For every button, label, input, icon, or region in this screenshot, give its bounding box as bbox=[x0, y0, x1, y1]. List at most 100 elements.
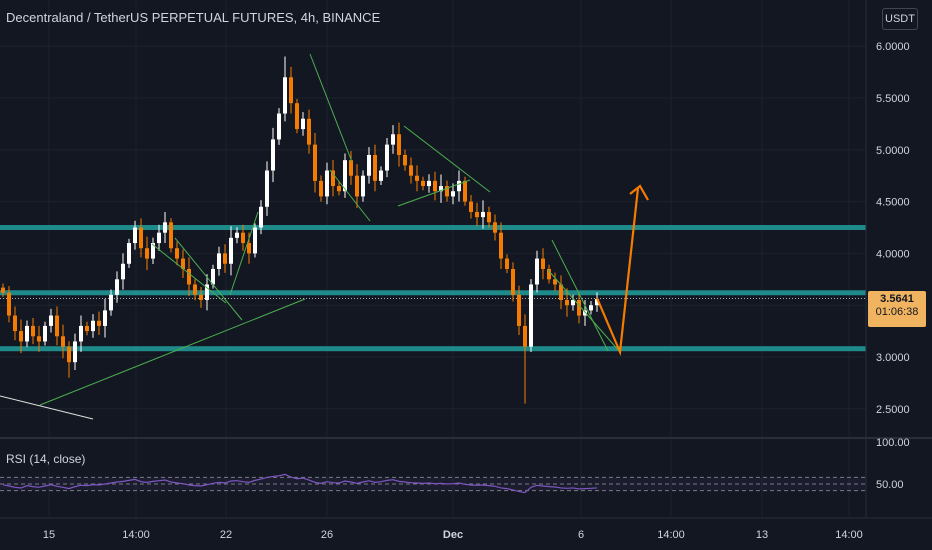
candle-body bbox=[421, 180, 425, 187]
support-resistance-level bbox=[0, 346, 866, 352]
candle-body bbox=[307, 118, 311, 145]
candle-body bbox=[535, 258, 539, 285]
grid bbox=[0, 0, 866, 518]
support-resistance-level bbox=[0, 225, 866, 230]
candle-body bbox=[457, 180, 461, 192]
candle-body bbox=[61, 336, 65, 347]
bar-countdown: 01:06:38 bbox=[875, 306, 919, 318]
candle-body bbox=[115, 279, 119, 295]
candle-body bbox=[445, 186, 449, 197]
candle-body bbox=[583, 310, 587, 316]
candle-body bbox=[313, 144, 317, 181]
candle-body bbox=[31, 325, 35, 337]
candle-body bbox=[97, 320, 101, 326]
rsi-line bbox=[2, 473, 598, 494]
candle-body bbox=[301, 118, 305, 130]
candle-body bbox=[13, 315, 17, 332]
candle-body bbox=[217, 253, 221, 269]
candle-body bbox=[25, 325, 29, 342]
x-tick-label: 13 bbox=[756, 529, 768, 541]
candle-body bbox=[139, 227, 143, 249]
x-tick-label: 26 bbox=[321, 529, 333, 541]
candle-body bbox=[295, 103, 299, 130]
candle-body bbox=[133, 227, 137, 244]
x-tick-label: Dec bbox=[443, 529, 463, 541]
candle-body bbox=[379, 170, 383, 181]
candle-body bbox=[487, 211, 491, 223]
candle-body bbox=[145, 248, 149, 259]
candle-body bbox=[235, 232, 239, 238]
rsi-tick-label: 50.00 bbox=[876, 479, 904, 491]
candle-body bbox=[283, 77, 287, 114]
candles bbox=[1, 56, 599, 404]
x-tick-label: 22 bbox=[220, 529, 232, 541]
candle-body bbox=[511, 268, 515, 295]
trend-drawings[interactable] bbox=[0, 53, 649, 420]
candle-body bbox=[331, 170, 335, 187]
candle-body bbox=[229, 237, 233, 264]
trend-line bbox=[551, 239, 609, 352]
last-price-tag: 3.5641 01:06:38 bbox=[868, 291, 926, 327]
candle-body bbox=[349, 160, 353, 176]
trend-line bbox=[174, 237, 243, 321]
candle-body bbox=[409, 165, 413, 176]
candle-body bbox=[469, 201, 473, 212]
candle-body bbox=[109, 294, 113, 311]
candle-body bbox=[157, 232, 161, 244]
candle-body bbox=[337, 186, 341, 192]
candle-body bbox=[223, 253, 227, 264]
trend-line bbox=[0, 395, 94, 420]
projection-arrowhead bbox=[629, 184, 649, 201]
candle-body bbox=[553, 279, 557, 285]
x-tick-label: 14:00 bbox=[657, 529, 685, 541]
y-tick-label: 5.5000 bbox=[876, 93, 910, 105]
candle-body bbox=[43, 325, 47, 342]
candle-body bbox=[253, 227, 257, 254]
support-resistance-level bbox=[0, 290, 866, 296]
candle-body bbox=[49, 315, 53, 326]
candle-body bbox=[67, 346, 71, 363]
candle-body bbox=[319, 180, 323, 197]
candle-body bbox=[427, 180, 431, 187]
currency-button[interactable]: USDT bbox=[882, 8, 918, 30]
candle-body bbox=[205, 284, 209, 301]
y-tick-label: 3.0000 bbox=[876, 352, 910, 364]
candle-body bbox=[19, 331, 23, 342]
candle-body bbox=[595, 298, 599, 306]
y-tick-label: 2.5000 bbox=[876, 404, 910, 416]
last-price-value: 3.5641 bbox=[880, 293, 914, 305]
candle-body bbox=[433, 180, 437, 192]
candle-body bbox=[547, 268, 551, 280]
candle-body bbox=[265, 170, 269, 207]
x-tick-label: 14:00 bbox=[835, 529, 863, 541]
trend-line bbox=[329, 169, 371, 222]
candle-body bbox=[463, 180, 467, 202]
candle-body bbox=[181, 258, 185, 269]
horizontal-levels[interactable] bbox=[0, 225, 866, 352]
candle-body bbox=[439, 186, 443, 192]
candle-body bbox=[289, 77, 293, 104]
candle-body bbox=[151, 243, 155, 259]
candle-body bbox=[403, 154, 407, 166]
trend-line bbox=[309, 53, 353, 163]
candle-body bbox=[481, 211, 485, 218]
chart-title: Decentraland / TetherUS PERPETUAL FUTURE… bbox=[6, 10, 381, 25]
x-tick-label: 15 bbox=[43, 529, 55, 541]
candle-body bbox=[211, 268, 215, 285]
trend-line bbox=[403, 125, 491, 193]
candle-body bbox=[565, 300, 569, 306]
candle-body bbox=[169, 222, 173, 249]
candle-body bbox=[373, 154, 377, 181]
candle-body bbox=[415, 175, 419, 181]
candle-body bbox=[577, 300, 581, 316]
candle-body bbox=[589, 305, 593, 311]
candle-body bbox=[493, 222, 497, 233]
candle-body bbox=[385, 144, 389, 171]
candle-body bbox=[499, 232, 503, 259]
candle-body bbox=[505, 258, 509, 269]
candle-body bbox=[517, 294, 521, 326]
rsi-title: RSI (14, close) bbox=[6, 452, 86, 466]
x-tick-label: 14:00 bbox=[122, 529, 150, 541]
trend-line bbox=[229, 211, 259, 296]
